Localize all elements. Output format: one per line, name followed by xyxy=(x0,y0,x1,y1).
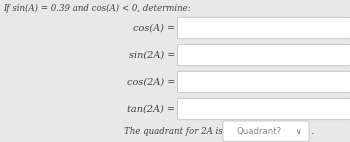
Text: If sin(A) = 0.39 and cos(A) < 0, determine:: If sin(A) = 0.39 and cos(A) < 0, determi… xyxy=(4,4,191,13)
FancyBboxPatch shape xyxy=(177,44,350,66)
Text: ∨: ∨ xyxy=(295,127,300,136)
FancyBboxPatch shape xyxy=(177,98,350,120)
Text: tan(2A) =: tan(2A) = xyxy=(127,105,175,113)
Text: cos(2A) =: cos(2A) = xyxy=(127,78,175,86)
Text: Quadrant?: Quadrant? xyxy=(236,127,281,136)
Text: cos(A) =: cos(A) = xyxy=(133,24,175,33)
Text: .: . xyxy=(310,126,314,136)
Text: The quadrant for 2A is: The quadrant for 2A is xyxy=(124,127,222,136)
FancyBboxPatch shape xyxy=(223,121,309,142)
FancyBboxPatch shape xyxy=(177,17,350,39)
Text: sin(2A) =: sin(2A) = xyxy=(129,51,175,59)
FancyBboxPatch shape xyxy=(177,71,350,93)
